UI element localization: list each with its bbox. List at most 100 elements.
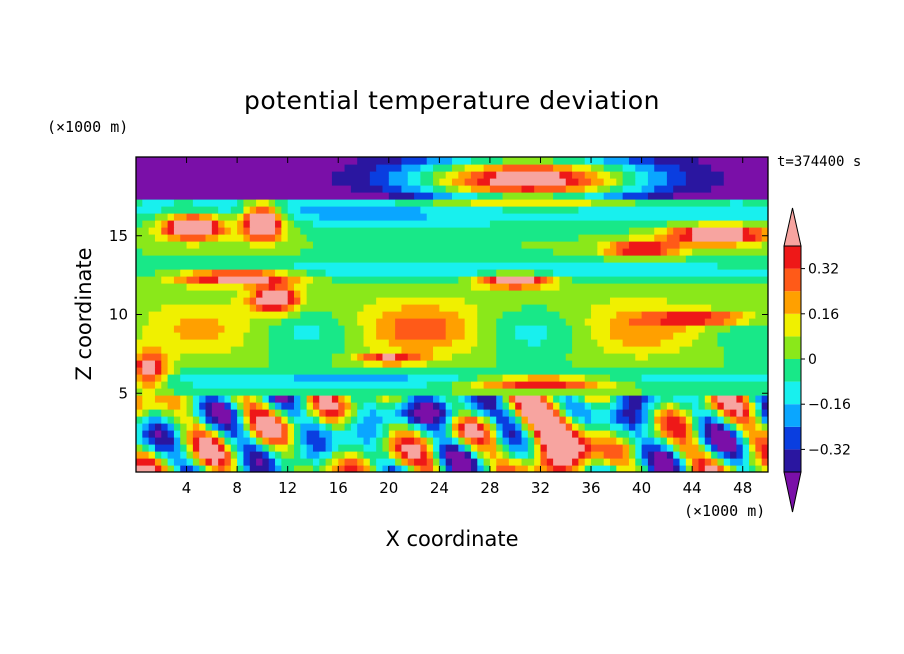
field-cell bbox=[192, 465, 200, 472]
field-cell bbox=[483, 381, 504, 389]
field-cell bbox=[136, 311, 150, 319]
field-cell bbox=[407, 465, 415, 472]
field-cell bbox=[553, 157, 586, 165]
field-cell bbox=[287, 283, 295, 291]
field-cell bbox=[275, 402, 282, 410]
field-cell bbox=[717, 339, 768, 347]
field-cell bbox=[445, 171, 459, 179]
field-cell bbox=[540, 339, 573, 347]
field-cell bbox=[591, 402, 611, 410]
field-cell bbox=[338, 395, 346, 403]
field-cell bbox=[167, 423, 175, 431]
field-cell bbox=[755, 409, 763, 417]
field-cell bbox=[256, 437, 263, 445]
field-cell bbox=[742, 423, 756, 431]
field-cell bbox=[331, 276, 459, 284]
field-cell bbox=[704, 444, 712, 452]
colorbar-bin bbox=[784, 359, 801, 382]
field-cell bbox=[173, 367, 181, 375]
field-cell bbox=[698, 437, 706, 445]
field-cell bbox=[218, 437, 226, 445]
field-cell bbox=[357, 353, 365, 361]
field-cell bbox=[237, 458, 245, 466]
field-cell bbox=[445, 423, 453, 431]
field-cell bbox=[249, 234, 276, 242]
field-cell bbox=[761, 234, 768, 242]
field-cell bbox=[142, 437, 150, 445]
field-cell bbox=[641, 409, 649, 417]
field-cell bbox=[407, 416, 415, 424]
field-cell bbox=[477, 465, 485, 472]
field-cell bbox=[464, 423, 478, 431]
field-cell bbox=[673, 332, 700, 340]
field-cell bbox=[142, 248, 301, 256]
field-cell bbox=[154, 213, 169, 221]
field-cell bbox=[275, 409, 282, 417]
field-cell bbox=[483, 164, 504, 172]
field-cell bbox=[736, 437, 744, 445]
colorbar-bin bbox=[784, 404, 801, 427]
field-cell bbox=[654, 437, 662, 445]
field-cell bbox=[496, 318, 567, 326]
field-cell bbox=[553, 269, 768, 277]
field-cell bbox=[458, 395, 466, 403]
field-cell bbox=[414, 423, 421, 431]
field-cell bbox=[534, 451, 542, 459]
field-cell bbox=[275, 199, 289, 207]
field-cell bbox=[730, 409, 737, 417]
field-cell bbox=[610, 318, 630, 326]
field-cell bbox=[515, 423, 523, 431]
field-cell bbox=[616, 311, 643, 319]
field-cell bbox=[357, 409, 371, 417]
field-cell bbox=[692, 423, 700, 431]
field-cell bbox=[218, 227, 226, 235]
field-cell bbox=[685, 423, 693, 431]
field-cell bbox=[325, 444, 333, 452]
field-cell bbox=[654, 451, 668, 459]
field-cell bbox=[237, 220, 245, 228]
field-cell bbox=[445, 325, 466, 333]
field-cell bbox=[433, 402, 440, 410]
field-cell bbox=[515, 395, 542, 403]
field-cell bbox=[136, 283, 188, 291]
field-cell bbox=[338, 416, 346, 424]
field-cell bbox=[452, 423, 459, 431]
field-cell bbox=[275, 227, 282, 235]
field-cell bbox=[496, 416, 510, 424]
field-cell bbox=[395, 318, 447, 326]
field-cell bbox=[414, 465, 421, 472]
field-cell bbox=[249, 409, 270, 417]
field-cell bbox=[262, 437, 270, 445]
field-cell bbox=[704, 325, 731, 333]
field-cell bbox=[483, 402, 497, 410]
field-cell bbox=[218, 423, 226, 431]
field-cell bbox=[628, 318, 662, 326]
field-cell bbox=[401, 409, 409, 417]
x-tick-label: 48 bbox=[733, 479, 752, 497]
field-cell bbox=[426, 213, 768, 221]
field-cell bbox=[755, 402, 763, 410]
field-cell bbox=[622, 248, 662, 256]
field-cell bbox=[357, 402, 365, 410]
field-cell bbox=[243, 234, 251, 242]
field-cell bbox=[338, 402, 346, 410]
x-tick-label: 36 bbox=[581, 479, 600, 497]
field-cell bbox=[173, 388, 453, 396]
field-cell bbox=[382, 465, 390, 472]
field-cell bbox=[154, 367, 162, 375]
field-cell bbox=[647, 402, 655, 410]
field-cell bbox=[414, 430, 421, 438]
field-cell bbox=[521, 437, 529, 445]
field-cell bbox=[287, 423, 295, 431]
field-cell bbox=[243, 402, 251, 410]
field-cell bbox=[211, 402, 226, 410]
field-cell bbox=[673, 395, 700, 403]
field-cell bbox=[755, 451, 763, 459]
colorbar-bin bbox=[784, 268, 801, 292]
field-cell bbox=[458, 171, 472, 179]
field-cell bbox=[622, 444, 630, 452]
field-cell bbox=[173, 437, 181, 445]
field-cell bbox=[249, 437, 257, 445]
field-cell bbox=[521, 458, 535, 466]
field-cell bbox=[673, 458, 681, 466]
